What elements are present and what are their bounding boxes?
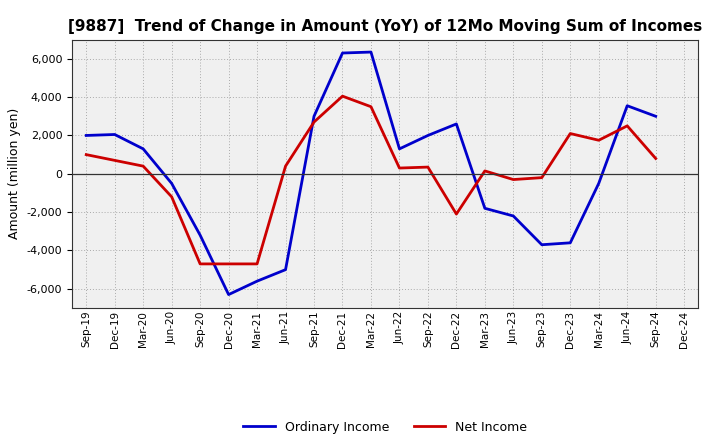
Ordinary Income xyxy=(623,103,631,108)
Net Income xyxy=(452,211,461,216)
Ordinary Income xyxy=(82,133,91,138)
Title: [9887]  Trend of Change in Amount (YoY) of 12Mo Moving Sum of Incomes: [9887] Trend of Change in Amount (YoY) o… xyxy=(68,19,702,34)
Ordinary Income xyxy=(253,279,261,284)
Net Income xyxy=(167,194,176,199)
Net Income xyxy=(537,175,546,180)
Net Income xyxy=(110,158,119,163)
Net Income xyxy=(566,131,575,136)
Net Income xyxy=(595,138,603,143)
Ordinary Income xyxy=(110,132,119,137)
Ordinary Income xyxy=(282,267,290,272)
Net Income xyxy=(139,164,148,169)
Net Income xyxy=(480,168,489,173)
Ordinary Income xyxy=(395,146,404,151)
Ordinary Income xyxy=(595,181,603,186)
Net Income xyxy=(225,261,233,267)
Net Income xyxy=(196,261,204,267)
Ordinary Income xyxy=(196,232,204,238)
Y-axis label: Amount (million yen): Amount (million yen) xyxy=(8,108,21,239)
Net Income xyxy=(395,165,404,171)
Net Income xyxy=(338,94,347,99)
Ordinary Income xyxy=(310,114,318,119)
Ordinary Income xyxy=(452,121,461,127)
Net Income xyxy=(423,165,432,170)
Net Income xyxy=(282,164,290,169)
Ordinary Income xyxy=(566,240,575,246)
Ordinary Income xyxy=(366,49,375,55)
Net Income xyxy=(366,104,375,109)
Line: Net Income: Net Income xyxy=(86,96,656,264)
Ordinary Income xyxy=(225,292,233,297)
Ordinary Income xyxy=(139,146,148,151)
Net Income xyxy=(310,119,318,125)
Net Income xyxy=(509,177,518,182)
Net Income xyxy=(623,123,631,128)
Ordinary Income xyxy=(423,133,432,138)
Legend: Ordinary Income, Net Income: Ordinary Income, Net Income xyxy=(238,416,532,439)
Net Income xyxy=(82,152,91,157)
Net Income xyxy=(652,156,660,161)
Ordinary Income xyxy=(167,181,176,186)
Ordinary Income xyxy=(509,213,518,219)
Ordinary Income xyxy=(537,242,546,247)
Ordinary Income xyxy=(338,50,347,55)
Net Income xyxy=(253,261,261,267)
Line: Ordinary Income: Ordinary Income xyxy=(86,52,656,295)
Ordinary Income xyxy=(480,205,489,211)
Ordinary Income xyxy=(652,114,660,119)
